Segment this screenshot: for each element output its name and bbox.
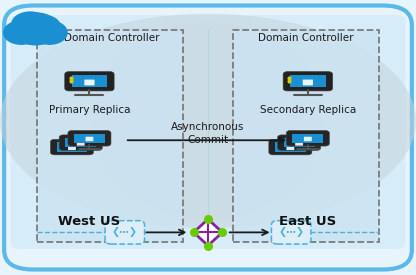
FancyBboxPatch shape bbox=[277, 135, 321, 150]
FancyBboxPatch shape bbox=[84, 79, 94, 85]
Text: West US: West US bbox=[58, 215, 121, 228]
FancyBboxPatch shape bbox=[303, 79, 313, 85]
FancyBboxPatch shape bbox=[271, 221, 311, 244]
Bar bbox=[292, 134, 323, 143]
FancyBboxPatch shape bbox=[295, 141, 303, 146]
FancyBboxPatch shape bbox=[37, 30, 183, 242]
FancyBboxPatch shape bbox=[105, 221, 145, 244]
FancyBboxPatch shape bbox=[50, 139, 94, 155]
FancyBboxPatch shape bbox=[287, 145, 294, 150]
Text: Asynchronous: Asynchronous bbox=[171, 122, 245, 131]
FancyBboxPatch shape bbox=[59, 135, 102, 150]
FancyBboxPatch shape bbox=[286, 131, 329, 146]
Text: ❮⋯❯: ❮⋯❯ bbox=[278, 227, 304, 237]
Text: Primary Replica: Primary Replica bbox=[49, 105, 130, 115]
Circle shape bbox=[26, 15, 60, 38]
Text: East US: East US bbox=[279, 215, 337, 228]
Bar bbox=[72, 75, 107, 87]
FancyBboxPatch shape bbox=[68, 131, 111, 146]
FancyBboxPatch shape bbox=[77, 141, 84, 146]
Bar bbox=[65, 138, 96, 147]
Bar bbox=[284, 138, 314, 147]
FancyBboxPatch shape bbox=[68, 145, 76, 150]
FancyBboxPatch shape bbox=[283, 72, 332, 91]
Circle shape bbox=[32, 21, 67, 44]
FancyBboxPatch shape bbox=[233, 30, 379, 242]
Ellipse shape bbox=[94, 22, 322, 220]
Circle shape bbox=[12, 12, 49, 36]
Text: ❮⋯❯: ❮⋯❯ bbox=[112, 227, 138, 237]
Bar bbox=[74, 134, 105, 143]
Bar bbox=[290, 75, 326, 87]
Bar bbox=[275, 142, 306, 152]
Text: Commit: Commit bbox=[188, 135, 228, 145]
FancyBboxPatch shape bbox=[65, 72, 114, 91]
FancyBboxPatch shape bbox=[4, 6, 412, 270]
FancyBboxPatch shape bbox=[10, 15, 406, 249]
Ellipse shape bbox=[0, 14, 416, 228]
Circle shape bbox=[4, 21, 39, 44]
Text: Secondary Replica: Secondary Replica bbox=[260, 105, 356, 115]
Bar bbox=[57, 142, 87, 152]
Text: Domain Controller: Domain Controller bbox=[258, 33, 354, 43]
FancyBboxPatch shape bbox=[86, 137, 93, 141]
FancyBboxPatch shape bbox=[269, 139, 312, 155]
Polygon shape bbox=[193, 219, 223, 246]
Text: Domain Controller: Domain Controller bbox=[64, 33, 159, 43]
Circle shape bbox=[11, 13, 59, 45]
FancyBboxPatch shape bbox=[304, 137, 312, 141]
